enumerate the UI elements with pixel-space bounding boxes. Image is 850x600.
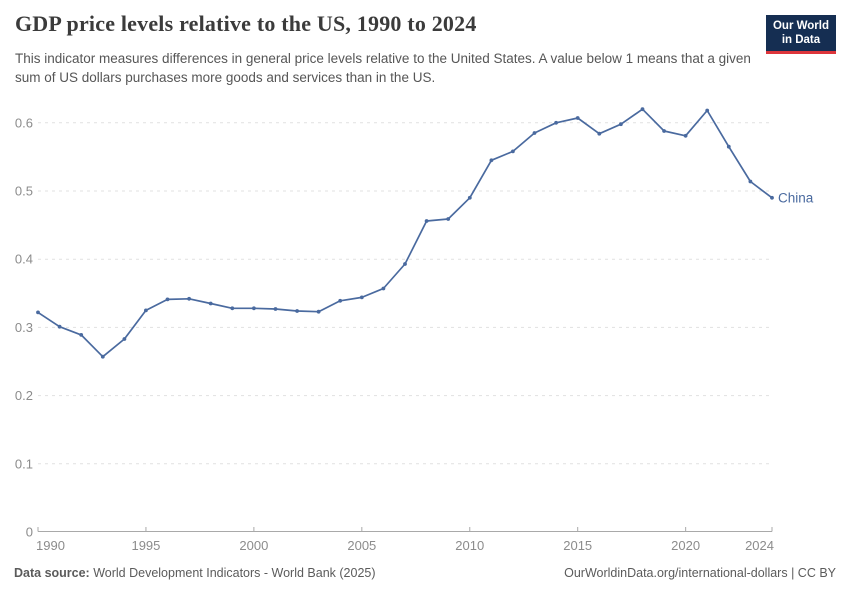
chart-footer: Data source: World Development Indicator… — [14, 566, 836, 580]
data-point[interactable] — [726, 144, 731, 149]
license-link[interactable]: OurWorldinData.org/international-dollars… — [564, 566, 836, 580]
data-point[interactable] — [187, 296, 192, 301]
data-source: Data source: World Development Indicator… — [14, 566, 376, 580]
data-point[interactable] — [316, 309, 321, 314]
owid-logo-line1: Our World — [772, 20, 829, 32]
chart-subtitle: This indicator measures differences in g… — [15, 51, 751, 86]
data-point[interactable] — [705, 108, 710, 113]
x-axis-tick-label: 2005 — [347, 538, 376, 553]
data-point[interactable] — [597, 131, 602, 136]
data-point[interactable] — [467, 195, 472, 200]
data-point[interactable] — [230, 306, 235, 311]
data-point[interactable] — [554, 120, 558, 125]
data-point[interactable] — [36, 310, 40, 315]
data-point[interactable] — [446, 217, 451, 221]
y-axis-tick-label: 0.4 — [15, 252, 33, 267]
x-axis-tick-label: 1995 — [131, 538, 160, 553]
y-axis-tick-label: 0.5 — [15, 184, 33, 199]
series-line[interactable] — [37, 108, 773, 358]
y-axis-tick-label: 0.6 — [15, 115, 33, 130]
data-point[interactable] — [273, 307, 278, 311]
x-axis-tick-label: 2020 — [671, 538, 700, 553]
data-point[interactable] — [683, 133, 688, 138]
data-point[interactable] — [252, 306, 256, 311]
page-title: GDP price levels relative to the US, 199… — [15, 11, 477, 36]
data-point[interactable] — [511, 149, 515, 154]
data-point[interactable] — [381, 286, 386, 291]
series-end-label[interactable]: China — [778, 190, 814, 205]
data-point[interactable] — [662, 129, 666, 133]
data-point[interactable] — [770, 195, 774, 200]
data-point[interactable] — [532, 131, 537, 135]
data-point[interactable] — [489, 158, 494, 163]
owid-logo-line2: in Data — [781, 34, 821, 47]
data-point[interactable] — [79, 333, 84, 337]
data-point[interactable] — [359, 295, 364, 300]
y-axis-tick-label: 0 — [26, 525, 33, 540]
data-point[interactable] — [403, 262, 407, 266]
data-point[interactable] — [338, 298, 343, 303]
data-point[interactable] — [100, 354, 105, 359]
y-axis-tick-label: 0.3 — [15, 320, 33, 335]
data-point[interactable] — [575, 116, 580, 120]
data-point[interactable] — [295, 309, 299, 313]
data-point[interactable] — [57, 324, 62, 329]
x-axis-tick-label: 2010 — [455, 538, 484, 553]
y-axis-tick-label: 0.2 — [15, 388, 33, 403]
x-axis-tick-label: 2024 — [745, 538, 774, 553]
data-point[interactable] — [208, 301, 213, 306]
data-point[interactable] — [122, 337, 127, 341]
x-axis-tick-label: 2000 — [239, 538, 268, 553]
data-point[interactable] — [748, 179, 753, 184]
data-point[interactable] — [424, 219, 429, 223]
x-axis-tick-label: 2015 — [563, 538, 592, 553]
data-source-label: Data source: — [14, 566, 90, 580]
data-point[interactable] — [144, 308, 148, 313]
data-source-text: World Development Indicators - World Ban… — [89, 566, 376, 580]
data-point[interactable] — [619, 122, 623, 127]
y-axis-tick-label: 0.1 — [15, 456, 33, 471]
owid-logo: Our World in Data — [765, 15, 836, 54]
x-axis-tick-label: 1990 — [36, 538, 65, 553]
data-point[interactable] — [640, 107, 645, 112]
data-point[interactable] — [165, 297, 170, 302]
